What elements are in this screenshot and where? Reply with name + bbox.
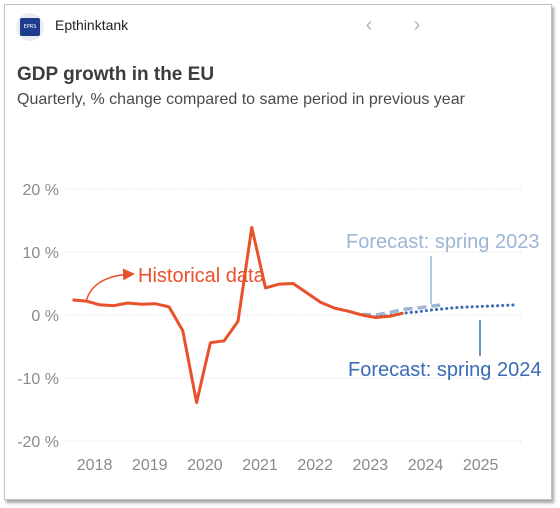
app-logo[interactable]: EPRS bbox=[16, 13, 44, 41]
top-bar: EPRS Epthinktank ‹ › bbox=[5, 5, 551, 45]
y-tick-label: -20 % bbox=[17, 434, 59, 451]
chart-subtitle: Quarterly, % change compared to same per… bbox=[17, 91, 465, 108]
x-tick-label: 2024 bbox=[408, 457, 444, 474]
historical-data-label: Historical data bbox=[138, 265, 266, 287]
y-tick-label: 20 % bbox=[23, 182, 59, 199]
chart-title: GDP growth in the EU bbox=[17, 64, 215, 85]
y-tick-label: 0 % bbox=[31, 308, 59, 325]
forecast-2024-label: Forecast: spring 2024 bbox=[348, 359, 541, 381]
y-tick-label: 10 % bbox=[23, 245, 59, 262]
historical-arrow bbox=[85, 268, 135, 303]
series-line bbox=[72, 225, 404, 405]
chevron-left-icon: ‹ bbox=[365, 13, 373, 36]
x-tick-label: 2020 bbox=[187, 457, 223, 474]
forecast-2023-label: Forecast: spring 2023 bbox=[346, 231, 539, 253]
app-name: Epthinktank bbox=[55, 17, 129, 33]
x-tick-label: 2025 bbox=[463, 457, 499, 474]
x-tick-label: 2019 bbox=[132, 457, 168, 474]
eprs-logo-icon: EPRS bbox=[20, 18, 40, 36]
next-button[interactable]: › bbox=[405, 13, 429, 37]
x-tick-label: 2021 bbox=[242, 457, 278, 474]
y-tick-label: -10 % bbox=[17, 371, 59, 388]
x-tick-label: 2018 bbox=[77, 457, 113, 474]
x-tick-label: 2022 bbox=[297, 457, 333, 474]
x-tick-label: 2023 bbox=[353, 457, 389, 474]
previous-button[interactable]: ‹ bbox=[357, 13, 381, 37]
chevron-right-icon: › bbox=[413, 13, 421, 36]
